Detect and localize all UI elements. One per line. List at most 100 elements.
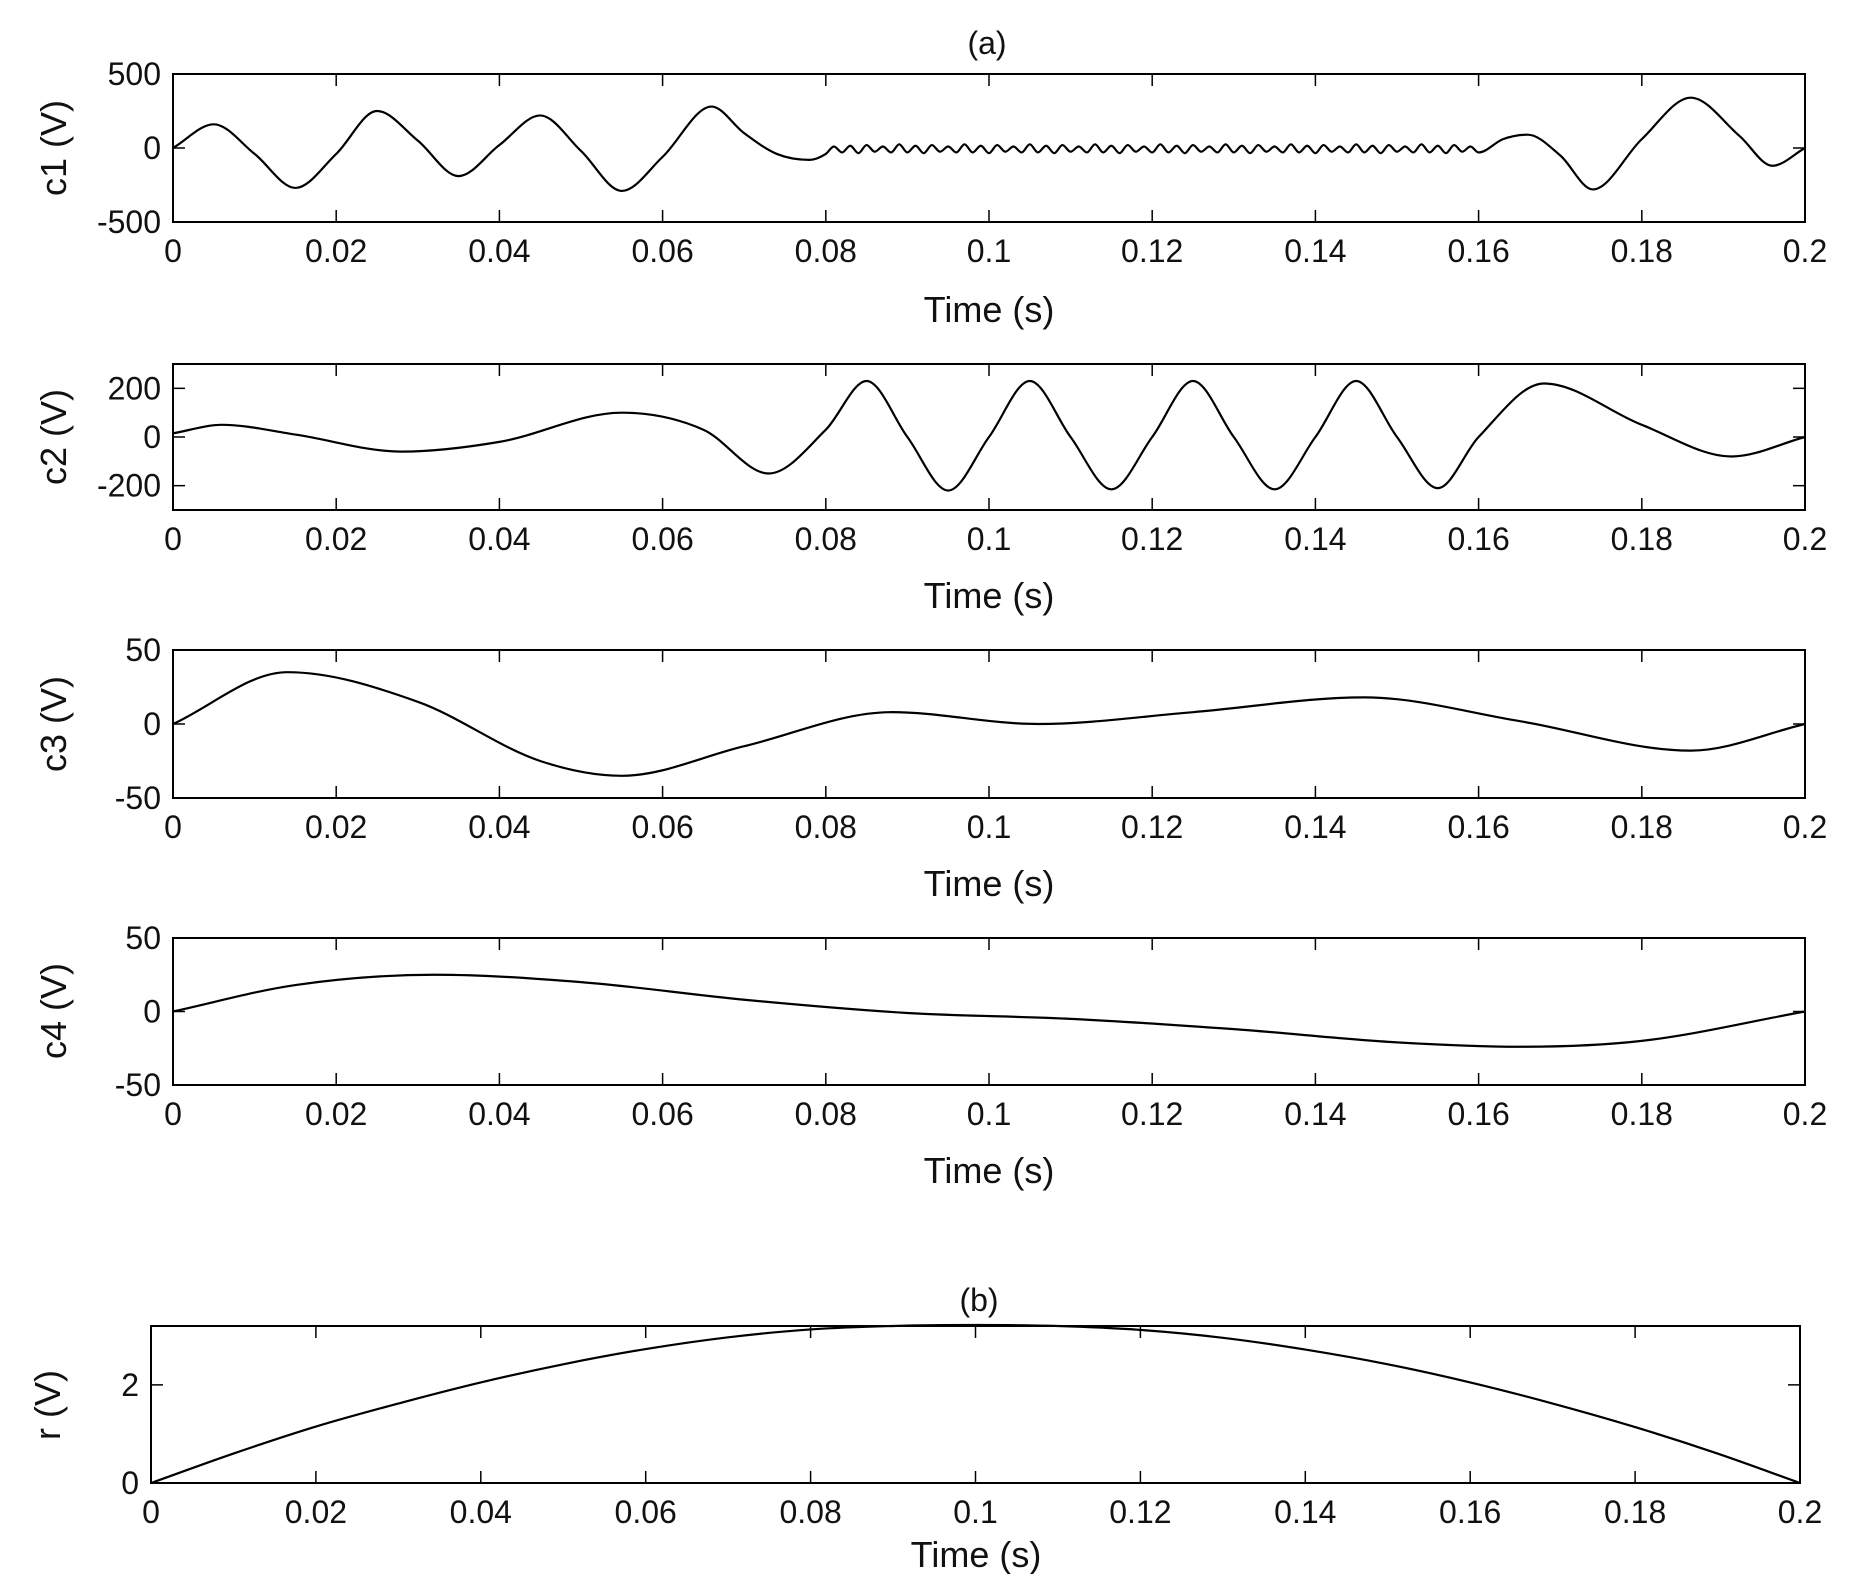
- c2-x-tick-label: 0.02: [305, 521, 367, 557]
- c3-y-tick-label: -50: [115, 780, 161, 816]
- r-x-tick-label: 0: [142, 1494, 160, 1530]
- c1-ticks: [172, 73, 1806, 223]
- c3-ticks: [172, 649, 1806, 799]
- c3-x-tick-label: 0.2: [1783, 809, 1827, 845]
- c2-x-tick-label: 0.16: [1447, 521, 1509, 557]
- c4-x-tick-label: 0.08: [795, 1096, 857, 1132]
- c4-y-tick-label: 0: [143, 994, 161, 1030]
- c1-curve: [172, 96, 1806, 193]
- c1-x-tick-label: 0.06: [631, 233, 693, 269]
- c1-x-tick-label: 0.2: [1783, 233, 1827, 269]
- c3-y-tick-label: 50: [125, 632, 161, 668]
- c1-x-tick-label: 0.02: [305, 233, 367, 269]
- c2-x-tick-label: 0.2: [1783, 521, 1827, 557]
- c3-x-tick-label: 0.1: [967, 809, 1011, 845]
- c2-x-tick-label: 0.08: [795, 521, 857, 557]
- c4-x-tick-label: 0.14: [1284, 1096, 1346, 1132]
- c2-x-tick-label: 0.18: [1611, 521, 1673, 557]
- c1-y-tick-labels: 500 0 -500: [97, 56, 161, 240]
- r-y-tick-labels: 20: [121, 1367, 139, 1501]
- c4-x-tick-label: 0.12: [1121, 1096, 1183, 1132]
- r-x-tick-label: 0.08: [779, 1494, 841, 1530]
- c3-x-tick-label: 0.14: [1284, 809, 1346, 845]
- r-y-tick-label: 0: [121, 1465, 139, 1501]
- r-x-tick-label: 0.02: [285, 1494, 347, 1530]
- r-x-tick-label: 0.06: [615, 1494, 677, 1530]
- r-y-axis-label: r (V): [27, 1370, 68, 1440]
- c2-x-tick-label: 0.12: [1121, 521, 1183, 557]
- c2-x-tick-labels: 0 0.02 0.04 0.06 0.08 0.1 0.12 0.14 0.16 0.18 0.2: [164, 521, 1827, 557]
- c1-y-tick-label: 500: [108, 56, 161, 92]
- c1-x-axis-label: Time (s): [924, 289, 1055, 330]
- c1-y-axis-label: c1 (V): [33, 100, 74, 196]
- c3-y-tick-labels: 50 0 -50: [115, 632, 161, 816]
- r-curve: [150, 1323, 1801, 1485]
- r-x-tick-label: 0.04: [450, 1494, 512, 1530]
- r-x-axis-label: Time (s): [911, 1534, 1042, 1574]
- c2-x-axis-label: Time (s): [924, 575, 1055, 616]
- c2-y-tick-label: 0: [143, 419, 161, 455]
- c3-x-tick-label: 0.16: [1447, 809, 1509, 845]
- c4-x-tick-label: 0.02: [305, 1096, 367, 1132]
- c3-x-tick-label: 0.08: [795, 809, 857, 845]
- c3-y-axis-label: c3 (V): [33, 676, 74, 772]
- c4-curve: [172, 973, 1806, 1048]
- c2-x-tick-label: 0.04: [468, 521, 530, 557]
- c4-y-tick-label: 50: [125, 920, 161, 956]
- c3-x-tick-labels: 0 0.02 0.04 0.06 0.08 0.1 0.12 0.14 0.16 0.18 0.2: [164, 809, 1827, 845]
- c1-x-tick-label: 0.1: [967, 233, 1011, 269]
- c2-y-tick-label: -200: [97, 468, 161, 504]
- c1-x-tick-label: 0.08: [795, 233, 857, 269]
- c4-x-tick-label: 0.2: [1783, 1096, 1827, 1132]
- c3-x-tick-label: 0: [164, 809, 182, 845]
- c4-x-tick-labels: 0 0.02 0.04 0.06 0.08 0.1 0.12 0.14 0.16 0.18 0.2: [164, 1096, 1827, 1132]
- c4-x-tick-label: 0.1: [967, 1096, 1011, 1132]
- c1-y-tick-label: -500: [97, 204, 161, 240]
- r-x-tick-label: 0.1: [953, 1494, 997, 1530]
- c3-x-tick-label: 0.04: [468, 809, 530, 845]
- c2-x-tick-label: 0.14: [1284, 521, 1346, 557]
- c4-y-tick-label: -50: [115, 1067, 161, 1103]
- c1-x-tick-labels: 0 0.02 0.04 0.06 0.08 0.1 0.12 0.14 0.16 0.18 0.2: [164, 233, 1827, 269]
- c4-ticks: [172, 937, 1806, 1086]
- c4-x-tick-label: 0.06: [631, 1096, 693, 1132]
- panel-b-title: (b): [959, 1282, 998, 1318]
- r-x-tick-label: 0.2: [1778, 1494, 1822, 1530]
- c1-plot-frame: [172, 73, 1806, 223]
- c4-plot-frame: [172, 937, 1806, 1086]
- c4-x-tick-label: 0.16: [1447, 1096, 1509, 1132]
- c4-x-axis-label: Time (s): [924, 1150, 1055, 1191]
- c4-y-tick-labels: 50 0 -50: [115, 920, 161, 1103]
- c3-x-tick-label: 0.06: [631, 809, 693, 845]
- r-plot-frame: [150, 1325, 1801, 1484]
- c1-x-tick-label: 0: [164, 233, 182, 269]
- c2-y-tick-label: 200: [108, 370, 161, 406]
- c3-y-tick-label: 0: [143, 706, 161, 742]
- r-y-tick-label: 2: [121, 1367, 139, 1403]
- c1-y-tick-label: 0: [143, 130, 161, 166]
- r-x-tick-labels: 0 0.02 0.04 0.06 0.08 0.1 0.12 0.14 0.16 0.18 0.2: [142, 1494, 1822, 1530]
- c4-y-axis-label: c4 (V): [33, 963, 74, 1059]
- c3-plot-frame: [172, 649, 1806, 799]
- c3-x-tick-label: 0.12: [1121, 809, 1183, 845]
- c1-x-tick-label: 0.12: [1121, 233, 1183, 269]
- c3-curve: [172, 671, 1806, 777]
- c2-y-tick-labels: 200 0 -200: [97, 370, 161, 503]
- c1-x-tick-label: 0.16: [1447, 233, 1509, 269]
- c1-x-tick-label: 0.04: [468, 233, 530, 269]
- c4-x-tick-label: 0.18: [1611, 1096, 1673, 1132]
- panel-b-r: (b) 20 0 0.02 0.04 0.06 0.08 0.1 0.12 0.14 0.16 0…: [27, 1282, 1822, 1574]
- r-x-tick-label: 0.12: [1109, 1494, 1171, 1530]
- c2-x-tick-label: 0.06: [631, 521, 693, 557]
- c4-x-tick-label: 0: [164, 1096, 182, 1132]
- panel-a-c4: 500-50 0 0.02 0.04 0.06 0.08 0.1 0.12 0.14 0.16 0…: [33, 920, 1827, 1191]
- c2-y-axis-label: c2 (V): [33, 389, 74, 485]
- c1-x-tick-label: 0.14: [1284, 233, 1346, 269]
- r-x-tick-label: 0.16: [1439, 1494, 1501, 1530]
- c1-x-tick-label: 0.18: [1611, 233, 1673, 269]
- c2-x-tick-label: 0: [164, 521, 182, 557]
- r-x-tick-label: 0.14: [1274, 1494, 1336, 1530]
